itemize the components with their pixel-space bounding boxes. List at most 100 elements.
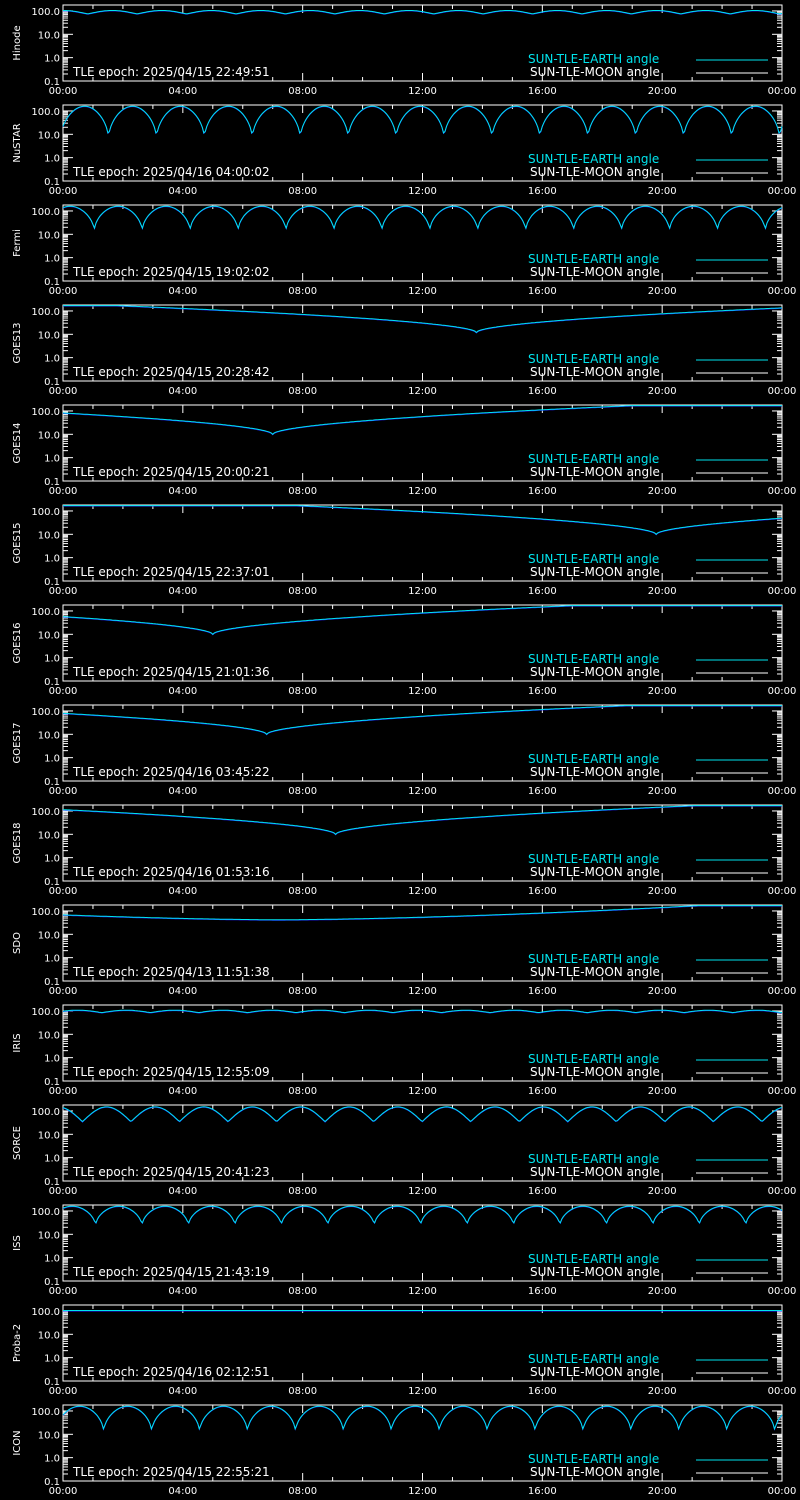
legend-earth-label: SUN-TLE-EARTH angle <box>528 552 659 566</box>
x-tick-label: 16:00 <box>528 386 557 397</box>
x-tick-label: 12:00 <box>408 286 437 297</box>
x-tick-label: 04:00 <box>168 786 197 797</box>
y-tick-label: 0.1 <box>44 277 60 288</box>
x-tick-label: 00:00 <box>49 386 78 397</box>
x-tick-label: 00:00 <box>49 486 78 497</box>
legend-earth-label: SUN-TLE-EARTH angle <box>528 852 659 866</box>
x-tick-label: 00:00 <box>49 1186 78 1197</box>
y-tick-label: 1.0 <box>44 1454 60 1465</box>
x-tick-label: 00:00 <box>49 1386 78 1397</box>
earth-angle-line <box>62 1009 782 1014</box>
x-tick-label: 08:00 <box>288 786 317 797</box>
x-tick-label: 16:00 <box>528 86 557 97</box>
y-tick-label: 0.1 <box>44 677 60 688</box>
x-tick-label: 00:00 <box>49 1286 78 1297</box>
y-tick-label: 1.0 <box>44 754 60 765</box>
x-tick-label: 04:00 <box>168 1486 197 1497</box>
x-tick-label: 08:00 <box>288 486 317 497</box>
chart-panel-nustar: 100.010.01.00.100:00 04:00 08:00 12:00 16:00… <box>12 104 796 197</box>
y-tick-label: 1.0 <box>44 254 60 265</box>
tle-epoch-label: TLE epoch: 2025/04/16 03:45:22 <box>72 765 270 779</box>
x-tick-label: 04:00 <box>168 586 197 597</box>
y-tick-label: 1.0 <box>44 1354 60 1365</box>
x-tick-label: 08:00 <box>288 986 317 997</box>
x-tick-label: 20:00 <box>648 1086 677 1097</box>
earth-angle-line <box>62 205 783 230</box>
legend-moon-label: SUN-TLE-MOON angle <box>530 1465 660 1479</box>
x-tick-label: 00:00 <box>49 686 78 697</box>
legend-earth-label: SUN-TLE-EARTH angle <box>528 152 659 166</box>
y-tick-label: 100.0 <box>31 1307 60 1318</box>
x-tick-label: 04:00 <box>168 1086 197 1097</box>
legend-moon-label: SUN-TLE-MOON angle <box>530 865 660 879</box>
y-tick-label: 100.0 <box>31 107 60 118</box>
tle-epoch-label: TLE epoch: 2025/04/15 20:00:21 <box>72 465 270 479</box>
x-tick-label: 00:00 <box>49 886 78 897</box>
legend-earth-label: SUN-TLE-EARTH angle <box>528 1252 659 1266</box>
x-tick-label: 20:00 <box>648 786 677 797</box>
satellite-name: Hinode <box>12 25 23 60</box>
chart-panel-proba-2: 100.010.01.00.100:00 04:00 08:00 12:00 16:00… <box>12 1304 797 1397</box>
x-tick-label: 20:00 <box>648 886 677 897</box>
legend-earth-label: SUN-TLE-EARTH angle <box>528 1352 659 1366</box>
satellite-name: Fermi <box>12 229 23 257</box>
x-tick-label: 00:00 <box>49 1086 78 1097</box>
tle-epoch-label: TLE epoch: 2025/04/16 01:53:16 <box>72 865 270 879</box>
x-tick-label: 12:00 <box>408 486 437 497</box>
legend-moon-label: SUN-TLE-MOON angle <box>530 65 660 79</box>
x-tick-label: 00:00 <box>768 786 797 797</box>
legend-earth-label: SUN-TLE-EARTH angle <box>528 1052 659 1066</box>
satellite-name: SDO <box>12 932 23 954</box>
tle-epoch-label: TLE epoch: 2025/04/15 21:43:19 <box>72 1265 270 1279</box>
y-tick-label: 10.0 <box>38 130 60 141</box>
chart-panel-iris: 100.010.01.00.100:00 04:00 08:00 12:00 16:00… <box>12 1004 796 1097</box>
x-tick-label: 20:00 <box>648 1386 677 1397</box>
legend-moon-label: SUN-TLE-MOON angle <box>530 765 660 779</box>
earth-angle-line <box>62 405 782 435</box>
x-tick-label: 00:00 <box>49 186 78 197</box>
satellite-name: GOES16 <box>12 622 23 663</box>
y-tick-label: 10.0 <box>38 430 60 441</box>
earth-angle-line <box>63 305 782 334</box>
y-tick-label: 1.0 <box>44 354 60 365</box>
legend-moon-label: SUN-TLE-MOON angle <box>530 1365 660 1379</box>
x-tick-label: 12:00 <box>408 786 437 797</box>
legend-moon-label: SUN-TLE-MOON angle <box>530 665 660 679</box>
earth-angle-line <box>63 905 782 921</box>
tle-epoch-label: TLE epoch: 2025/04/15 12:55:09 <box>72 1065 270 1079</box>
legend-earth-label: SUN-TLE-EARTH angle <box>528 452 659 466</box>
chart-panel-goes14: 100.010.01.00.100:00 04:00 08:00 12:00 16:00… <box>12 404 796 497</box>
x-tick-label: 08:00 <box>288 86 317 97</box>
tle-epoch-label: TLE epoch: 2025/04/15 20:41:23 <box>72 1165 270 1179</box>
x-tick-label: 08:00 <box>288 886 317 897</box>
y-tick-label: 100.0 <box>31 1207 60 1218</box>
y-tick-label: 1.0 <box>44 1154 60 1165</box>
x-tick-label: 08:00 <box>288 1486 317 1497</box>
x-tick-label: 16:00 <box>528 686 557 697</box>
y-tick-label: 10.0 <box>38 1430 60 1441</box>
y-tick-label: 0.1 <box>44 577 60 588</box>
tle-epoch-label: TLE epoch: 2025/04/15 19:02:02 <box>72 265 270 279</box>
y-tick-label: 1.0 <box>44 554 60 565</box>
chart-panel-goes18: 100.010.01.00.100:00 04:00 08:00 12:00 16:00… <box>12 804 796 897</box>
x-tick-label: 04:00 <box>168 486 197 497</box>
satellite-name: NuSTAR <box>12 123 23 162</box>
y-tick-label: 1.0 <box>44 954 60 965</box>
y-tick-label: 1.0 <box>44 1254 60 1265</box>
y-tick-label: 100.0 <box>31 1007 60 1018</box>
x-tick-label: 08:00 <box>288 1186 317 1197</box>
tle-epoch-label: TLE epoch: 2025/04/13 11:51:38 <box>72 965 270 979</box>
x-tick-label: 00:00 <box>768 386 797 397</box>
x-tick-label: 20:00 <box>648 486 677 497</box>
x-tick-label: 04:00 <box>168 1186 197 1197</box>
x-tick-label: 12:00 <box>408 886 437 897</box>
x-tick-label: 20:00 <box>648 186 677 197</box>
legend-moon-label: SUN-TLE-MOON angle <box>530 165 660 179</box>
chart-panel-iss: 100.010.01.00.100:00 04:00 08:00 12:00 16:00… <box>12 1204 796 1297</box>
x-tick-label: 16:00 <box>528 986 557 997</box>
y-tick-label: 0.1 <box>44 1177 60 1188</box>
x-tick-label: 00:00 <box>768 86 797 97</box>
x-tick-label: 04:00 <box>168 186 197 197</box>
x-tick-label: 00:00 <box>768 1386 797 1397</box>
legend-moon-label: SUN-TLE-MOON angle <box>530 1265 660 1279</box>
